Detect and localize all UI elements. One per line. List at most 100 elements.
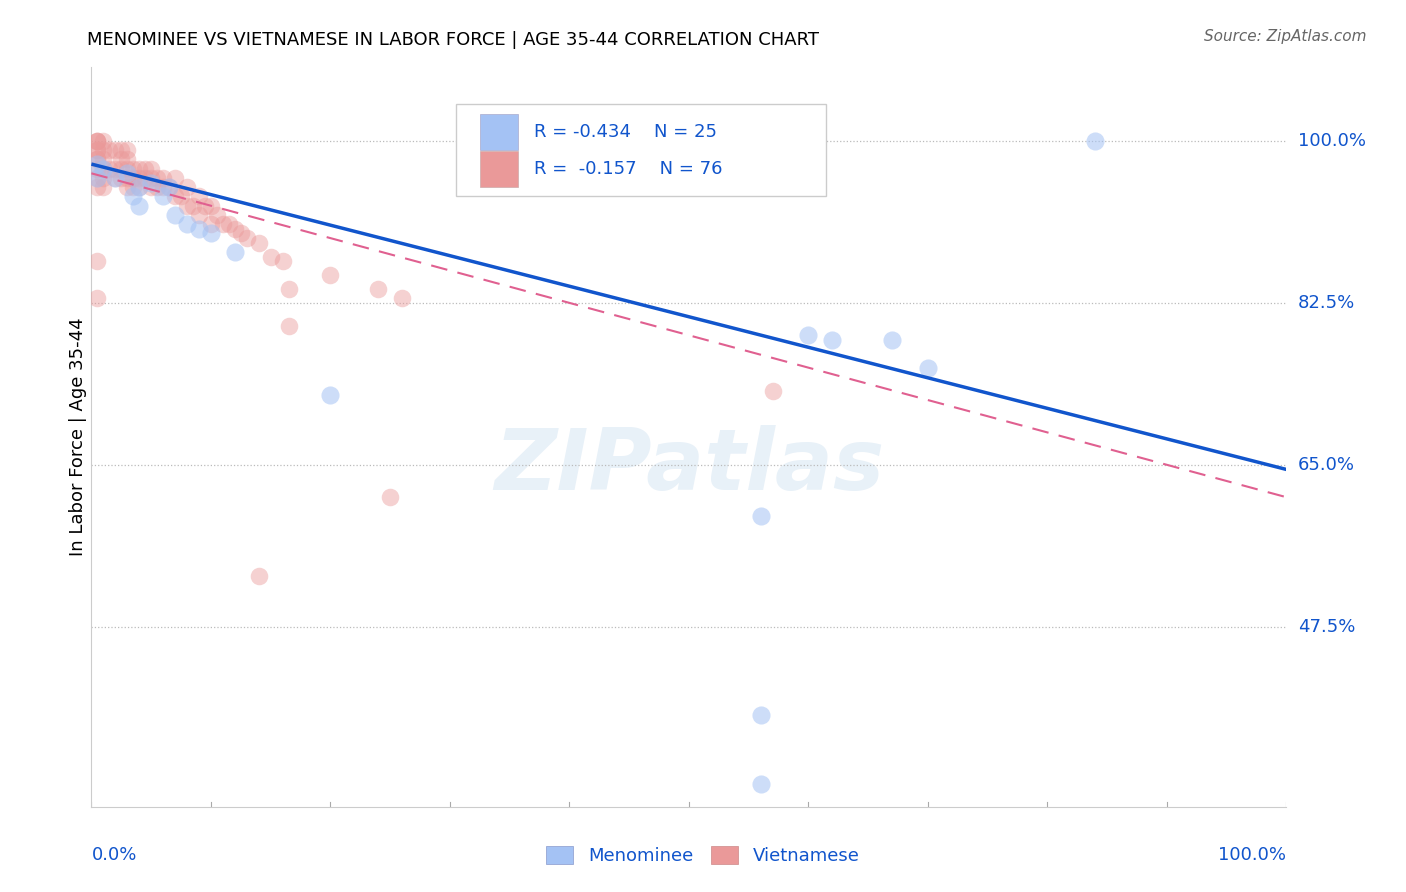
Point — [176, 217, 198, 231]
Point — [104, 171, 127, 186]
Point — [200, 227, 222, 241]
Point — [93, 153, 114, 167]
Point — [86, 143, 108, 157]
Point — [163, 171, 186, 186]
Point — [104, 171, 127, 186]
Point — [749, 508, 772, 523]
Point — [170, 189, 193, 203]
Bar — [479, 152, 517, 186]
Point — [128, 161, 150, 176]
Point — [277, 318, 299, 333]
Point — [367, 282, 389, 296]
Text: 47.5%: 47.5% — [1298, 618, 1355, 636]
Point — [86, 171, 108, 186]
Point — [86, 134, 108, 148]
Point — [93, 161, 114, 176]
Point — [917, 360, 939, 375]
Point — [93, 143, 114, 157]
Point — [749, 707, 772, 722]
Point — [141, 161, 162, 176]
Point — [247, 235, 270, 250]
Point — [128, 180, 150, 194]
Point — [163, 189, 186, 203]
Point — [391, 291, 413, 305]
Point — [86, 134, 108, 148]
Text: R =  -0.157    N = 76: R = -0.157 N = 76 — [534, 160, 723, 178]
Point — [187, 208, 211, 222]
Point — [86, 180, 108, 194]
Point — [104, 143, 127, 157]
Point — [115, 161, 138, 176]
Point — [187, 189, 211, 203]
Point — [157, 180, 180, 194]
Point — [115, 166, 138, 180]
Point — [122, 171, 145, 186]
Point — [218, 217, 240, 231]
Point — [93, 171, 114, 186]
Point — [110, 161, 132, 176]
Point — [86, 153, 108, 167]
Point — [146, 180, 169, 194]
Point — [761, 384, 783, 398]
Point — [115, 153, 138, 167]
Point — [1084, 134, 1107, 148]
Point — [319, 388, 342, 402]
Point — [93, 180, 114, 194]
Point — [86, 254, 108, 268]
Point — [194, 199, 217, 213]
Text: 100.0%: 100.0% — [1219, 847, 1286, 864]
Point — [152, 189, 174, 203]
Point — [176, 199, 198, 213]
Point — [211, 217, 233, 231]
Point — [86, 157, 108, 171]
Point — [157, 180, 180, 194]
Point — [200, 217, 222, 231]
Point — [176, 180, 198, 194]
Point — [152, 171, 174, 186]
Point — [152, 180, 174, 194]
Point — [235, 231, 259, 245]
Point — [86, 134, 108, 148]
Point — [141, 176, 162, 190]
FancyBboxPatch shape — [456, 104, 827, 196]
Point — [134, 161, 156, 176]
Point — [224, 244, 246, 259]
Point — [98, 143, 121, 157]
Point — [110, 171, 132, 186]
Point — [110, 143, 132, 157]
Text: 100.0%: 100.0% — [1298, 132, 1365, 150]
Y-axis label: In Labor Force | Age 35-44: In Labor Force | Age 35-44 — [69, 318, 87, 557]
Point — [141, 180, 162, 194]
Point — [247, 569, 270, 583]
Text: 82.5%: 82.5% — [1298, 293, 1355, 312]
Text: ZIPatlas: ZIPatlas — [494, 425, 884, 508]
Point — [821, 333, 844, 347]
Point — [187, 222, 211, 236]
Point — [749, 777, 772, 791]
Point — [200, 199, 222, 213]
Text: MENOMINEE VS VIETNAMESE IN LABOR FORCE | AGE 35-44 CORRELATION CHART: MENOMINEE VS VIETNAMESE IN LABOR FORCE |… — [87, 31, 820, 49]
Point — [163, 208, 186, 222]
Point — [115, 171, 138, 186]
Point — [86, 291, 108, 305]
Point — [93, 134, 114, 148]
Point — [86, 161, 108, 176]
Legend: Menominee, Vietnamese: Menominee, Vietnamese — [538, 838, 868, 872]
Point — [128, 180, 150, 194]
Point — [104, 161, 127, 176]
Bar — [479, 114, 517, 150]
Point — [115, 143, 138, 157]
Text: R = -0.434    N = 25: R = -0.434 N = 25 — [534, 123, 717, 141]
Point — [224, 222, 246, 236]
Point — [122, 180, 145, 194]
Point — [93, 161, 114, 176]
Point — [146, 171, 169, 186]
Point — [122, 161, 145, 176]
Text: Source: ZipAtlas.com: Source: ZipAtlas.com — [1204, 29, 1367, 44]
Point — [86, 143, 108, 157]
Point — [128, 199, 150, 213]
Point — [229, 227, 252, 241]
Point — [141, 171, 162, 186]
Text: 0.0%: 0.0% — [91, 847, 136, 864]
Point — [378, 490, 402, 504]
